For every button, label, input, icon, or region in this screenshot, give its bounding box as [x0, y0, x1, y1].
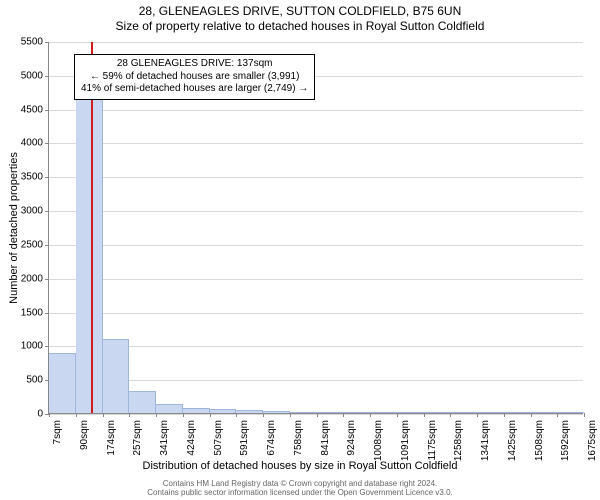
gridline [49, 279, 583, 280]
y-tick-label: 4000 [3, 138, 43, 149]
histogram-bar [531, 412, 558, 413]
histogram-bar [343, 412, 370, 413]
x-tick-label: 7sqm [52, 420, 63, 444]
footer-line-2: Contains public sector information licen… [0, 488, 600, 498]
histogram-bar [450, 412, 477, 413]
y-tick-label: 1000 [3, 341, 43, 352]
x-tick-label: 257sqm [132, 420, 143, 456]
gridline [49, 110, 583, 111]
x-tick-label: 174sqm [106, 420, 117, 456]
gridline [49, 313, 583, 314]
histogram-bar [183, 408, 210, 413]
histogram-bar [477, 412, 504, 413]
x-tick-label: 1675sqm [587, 420, 598, 461]
histogram-bar [129, 391, 156, 413]
gridline [49, 143, 583, 144]
x-tick-label: 1175sqm [427, 420, 438, 460]
y-tick-label: 5500 [3, 37, 43, 48]
histogram-bar [557, 412, 584, 413]
y-tick-label: 2500 [3, 239, 43, 250]
y-tick-label: 4500 [3, 104, 43, 115]
x-tick-label: 591sqm [239, 420, 250, 456]
x-tick-label: 1008sqm [373, 420, 384, 461]
histogram-bar [236, 410, 263, 413]
chart: 28 GLENEAGLES DRIVE: 137sqm ← 59% of det… [48, 42, 583, 414]
x-tick-label: 1508sqm [534, 420, 545, 461]
annotation-line-3: 41% of semi-detached houses are larger (… [81, 83, 308, 96]
x-tick-label: 1341sqm [480, 420, 491, 461]
page-title-subtitle: Size of property relative to detached ho… [8, 19, 592, 34]
x-tick-label: 1425sqm [507, 420, 518, 461]
histogram-bar [370, 412, 397, 413]
annotation-line-2: ← 59% of detached houses are smaller (3,… [81, 71, 308, 84]
y-tick-label: 500 [3, 375, 43, 386]
histogram-bar [156, 404, 183, 413]
y-tick-label: 2000 [3, 273, 43, 284]
gridline [49, 177, 583, 178]
footer-line-1: Contains HM Land Registry data © Crown c… [0, 479, 600, 489]
y-tick-label: 0 [3, 409, 43, 420]
histogram-bar [76, 75, 103, 413]
histogram-bar [103, 339, 130, 413]
x-tick-label: 90sqm [79, 420, 90, 450]
gridline [49, 245, 583, 246]
x-tick-label: 341sqm [159, 420, 170, 456]
gridline [49, 42, 583, 43]
y-tick-label: 3500 [3, 172, 43, 183]
x-tick-label: 674sqm [266, 420, 277, 456]
histogram-bar [504, 412, 531, 413]
histogram-bar [49, 353, 76, 413]
y-tick-label: 1500 [3, 307, 43, 318]
x-tick-label: 924sqm [346, 420, 357, 456]
histogram-bar [290, 412, 317, 413]
x-tick-label: 841sqm [320, 420, 331, 456]
x-tick-label: 1091sqm [400, 420, 411, 461]
x-tick-label: 507sqm [213, 420, 224, 456]
page-title-address: 28, GLENEAGLES DRIVE, SUTTON COLDFIELD, … [8, 4, 592, 19]
gridline [49, 211, 583, 212]
histogram-bar [210, 409, 237, 413]
histogram-bar [397, 412, 424, 413]
histogram-bar [317, 412, 344, 413]
histogram-bar [263, 411, 290, 413]
y-tick-label: 3000 [3, 206, 43, 217]
x-tick-label: 1258sqm [453, 420, 464, 461]
annotation-line-1: 28 GLENEAGLES DRIVE: 137sqm [81, 58, 308, 71]
x-tick-label: 424sqm [186, 420, 197, 456]
y-tick-label: 5000 [3, 70, 43, 81]
x-axis-label: Distribution of detached houses by size … [0, 460, 600, 472]
histogram-bar [424, 412, 451, 413]
x-tick-label: 1592sqm [560, 420, 571, 461]
annotation-box: 28 GLENEAGLES DRIVE: 137sqm ← 59% of det… [74, 54, 315, 100]
x-tick-label: 758sqm [293, 420, 304, 456]
